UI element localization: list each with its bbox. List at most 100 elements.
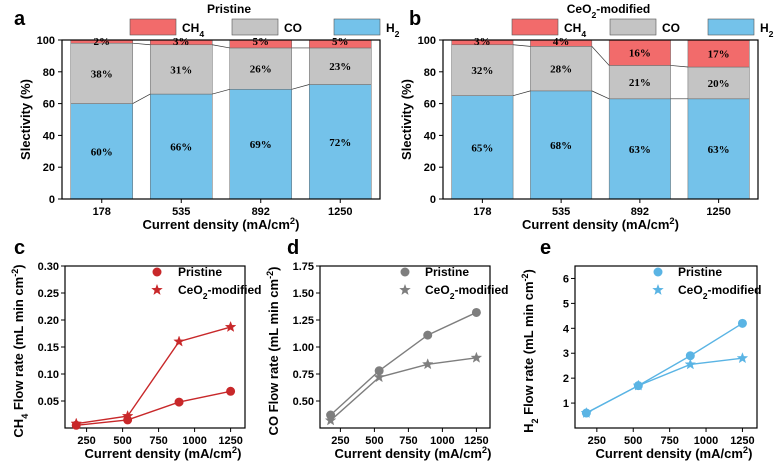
y-tick-label: 60 — [43, 99, 55, 111]
series-line-pristine — [330, 311, 477, 416]
y-tick-label: 1.50 — [293, 288, 314, 300]
legend-marker-pristine — [152, 267, 162, 277]
point-ceo2-1250 — [470, 351, 483, 363]
y-tick-label: 0.10 — [38, 369, 59, 381]
bar-label-ch4-892: 16% — [629, 48, 651, 60]
point-ceo2-535 — [632, 379, 645, 391]
y-tick-label: 3 — [563, 348, 569, 360]
y-tick-label: 1 — [563, 398, 569, 410]
y-tick-label: 1.75 — [293, 261, 314, 273]
bar-label-ch4-1250: 17% — [708, 49, 730, 61]
bar-co-535 — [530, 46, 593, 92]
bar-co-892 — [229, 47, 293, 90]
y-tick-label: 80 — [43, 67, 55, 79]
legend-marker-ceo2 — [399, 284, 411, 295]
y-tick-label: 40 — [424, 130, 436, 142]
legend-label-h2: H2 — [760, 21, 774, 39]
bar-label-h2-892: 69% — [250, 139, 272, 151]
legend-label-h2: H2 — [386, 21, 400, 39]
plot-frame — [442, 39, 759, 200]
connector-h2 — [212, 88, 230, 95]
point-pristine-892 — [174, 397, 184, 407]
legend-marker-pristine — [653, 267, 663, 277]
x-tick-label: 1000 — [182, 435, 206, 447]
x-tick-label: 178 — [473, 206, 491, 218]
bar-h2-1250 — [687, 98, 750, 200]
bar-h2-535 — [530, 90, 593, 200]
legend-swatch-h2 — [707, 18, 755, 36]
connector-co — [513, 44, 531, 47]
legend-label-ch4: CH4 — [182, 21, 204, 39]
x-tick-label: 1250 — [328, 206, 352, 218]
panel-letter: c — [14, 237, 25, 259]
x-tick-label: 535 — [172, 206, 190, 218]
legend-label-ch4: CH4 — [564, 21, 586, 39]
bar-label-co-892: 26% — [250, 64, 272, 76]
y-tick-label: 100 — [37, 35, 55, 47]
y-tick-label: 0.75 — [293, 369, 314, 381]
legend-marker-pristine — [400, 267, 410, 277]
y-axis-title: CH4 Flow rate (mL min cm-2) — [10, 264, 30, 437]
bar-label-co-178: 32% — [471, 65, 493, 77]
point-ceo2-892 — [421, 358, 434, 370]
series-line-pristine — [586, 322, 743, 414]
bar-label-ch4-178: 2% — [94, 36, 111, 48]
point-ceo2-1250 — [224, 320, 237, 332]
bar-h2-1250 — [308, 84, 372, 200]
x-tick-label: 500 — [113, 435, 131, 447]
panel-letter: e — [540, 237, 551, 259]
y-tick-label: 0.15 — [38, 342, 59, 354]
x-axis-title: Current density (mA/cm2) — [596, 445, 753, 461]
x-tick-label: 1000 — [694, 435, 718, 447]
point-pristine-1250 — [226, 386, 236, 396]
y-tick-label: 0.05 — [38, 396, 59, 408]
y-tick-label: 0 — [430, 194, 436, 206]
connector-co — [591, 46, 610, 66]
bar-h2-178 — [451, 95, 514, 200]
connector-h2 — [291, 84, 310, 90]
y-tick-label: 60 — [424, 99, 436, 111]
connector-h2 — [512, 90, 531, 96]
bar-co-178 — [451, 44, 514, 96]
point-pristine-1250 — [737, 318, 747, 328]
x-tick-label: 1250 — [706, 206, 730, 218]
y-tick-label: 5 — [563, 298, 569, 310]
x-tick-label: 892 — [252, 206, 270, 218]
x-axis-title: Current density (mA/cm2) — [522, 216, 679, 232]
y-tick-label: 2 — [563, 373, 569, 385]
y-tick-label: 0.25 — [38, 288, 59, 300]
bar-label-ch4-178: 3% — [474, 36, 491, 48]
bar-label-ch4-1250: 5% — [332, 36, 349, 48]
y-tick-label: 1.25 — [293, 315, 314, 327]
bar-h2-892 — [608, 98, 671, 200]
x-tick-label: 178 — [93, 206, 111, 218]
bar-label-ch4-535: 4% — [553, 36, 570, 48]
bar-label-co-892: 21% — [629, 77, 651, 89]
bar-label-h2-892: 63% — [629, 144, 651, 156]
bar-label-ch4-892: 5% — [253, 36, 270, 48]
y-tick-label: 0.30 — [38, 261, 59, 273]
x-tick-label: 250 — [77, 435, 95, 447]
series-line-pristine — [76, 390, 231, 426]
point-ceo2-892 — [173, 335, 185, 347]
legend-swatch-ch4 — [511, 18, 559, 36]
point-pristine-1250 — [471, 307, 481, 317]
x-tick-label: 500 — [624, 435, 642, 447]
legend-swatch-h2 — [333, 18, 381, 36]
panel-d: d 0.50 0.75 1.00 1.25 1.50 1.75 250 500 750 1000 12… — [265, 237, 508, 461]
point-ceo2-892 — [684, 358, 697, 370]
connector-co — [212, 44, 230, 49]
bar-ch4-892 — [608, 39, 671, 66]
y-tick-label: 100 — [418, 35, 436, 47]
point-ceo2-178 — [324, 414, 337, 426]
bar-co-1250 — [308, 47, 372, 85]
bar-ch4-1250 — [687, 39, 750, 68]
y-axis-title: H2 Flow rate (mL min cm-2) — [520, 269, 540, 433]
x-tick-label: 750 — [660, 435, 678, 447]
connector-h2 — [591, 90, 610, 100]
bar-co-1250 — [687, 66, 750, 100]
bar-label-h2-178: 65% — [471, 142, 493, 154]
